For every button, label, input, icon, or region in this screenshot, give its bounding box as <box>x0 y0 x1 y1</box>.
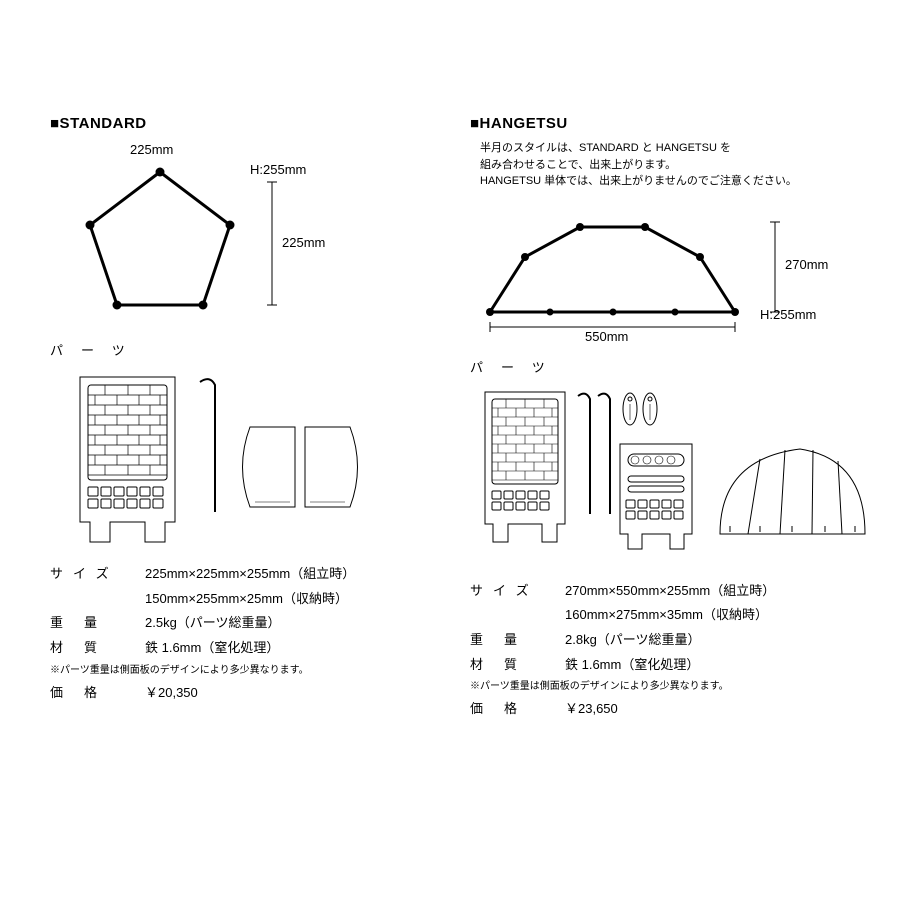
spec-size-assembled: 270mm×550mm×255mm（組立時） <box>565 579 870 604</box>
spec-material-label: 材 質 <box>50 636 145 661</box>
standard-parts <box>50 367 450 552</box>
spec-weight-label: 重 量 <box>50 611 145 636</box>
spec-size-label: サイズ <box>470 579 565 604</box>
standard-title: ■STANDARD <box>50 115 450 132</box>
hangetsu-parts <box>470 384 870 569</box>
parts-label-right: パーツ <box>470 357 870 376</box>
spec-material-label: 材 質 <box>470 653 565 678</box>
spec-weight-label: 重 量 <box>470 628 565 653</box>
dim-top-width: 225mm <box>130 142 173 157</box>
dim-vertical: 270mm <box>785 257 828 272</box>
parts-label-left: パーツ <box>50 340 450 359</box>
note-line3: HANGETSU 単体では、出来上がりませんのでご注意ください。 <box>480 175 797 187</box>
dim-bottom-width: 550mm <box>585 329 628 344</box>
note-line2: 組み合わせることで、出来上がります。 <box>480 159 676 171</box>
spec-weight-value: 2.5kg（パーツ総重量） <box>145 611 450 636</box>
dome-icon <box>470 202 850 347</box>
hangetsu-spec-table: サイズ 270mm×550mm×255mm（組立時） 160mm×275mm×3… <box>470 579 870 722</box>
spec-weight-value: 2.8kg（パーツ総重量） <box>565 628 870 653</box>
spec-material-value: 鉄 1.6mm（窒化処理） <box>145 636 450 661</box>
standard-parts-drawing <box>50 367 450 552</box>
hangetsu-diagram: 270mm H:255mm 550mm <box>470 202 870 347</box>
spec-size-stored: 150mm×255mm×25mm（収納時） <box>145 587 450 612</box>
dim-h: H:255mm <box>760 307 816 322</box>
spec-price-label: 価 格 <box>470 697 565 722</box>
spec-price-value: ￥20,350 <box>145 681 450 706</box>
hangetsu-title: ■HANGETSU <box>470 115 870 132</box>
standard-column: ■STANDARD <box>50 115 450 722</box>
spec-material-value: 鉄 1.6mm（窒化処理） <box>565 653 870 678</box>
dim-side: 225mm <box>282 235 325 250</box>
note-line1: 半月のスタイルは、STANDARD と HANGETSU を <box>480 142 731 154</box>
spec-size-assembled: 225mm×225mm×255mm（組立時） <box>145 562 450 587</box>
spec-size-label: サイズ <box>50 562 145 587</box>
spec-footnote: ※パーツ重量は側面板のデザインにより多少異なります。 <box>470 680 870 694</box>
hangetsu-parts-drawing <box>470 384 870 569</box>
spec-footnote: ※パーツ重量は側面板のデザインにより多少異なります。 <box>50 664 450 678</box>
hangetsu-note: 半月のスタイルは、STANDARD と HANGETSU を 組み合わせることで… <box>470 140 870 190</box>
spec-sheet: ■STANDARD <box>0 0 900 762</box>
spec-price-value: ￥23,650 <box>565 697 870 722</box>
spec-price-label: 価 格 <box>50 681 145 706</box>
dim-height: H:255mm <box>250 162 306 177</box>
hangetsu-column: ■HANGETSU 半月のスタイルは、STANDARD と HANGETSU を… <box>470 115 870 722</box>
standard-spec-table: サイズ 225mm×225mm×255mm（組立時） 150mm×255mm×2… <box>50 562 450 705</box>
standard-diagram: 225mm H:255mm 225mm <box>50 140 450 330</box>
spec-size-stored: 160mm×275mm×35mm（収納時） <box>565 603 870 628</box>
